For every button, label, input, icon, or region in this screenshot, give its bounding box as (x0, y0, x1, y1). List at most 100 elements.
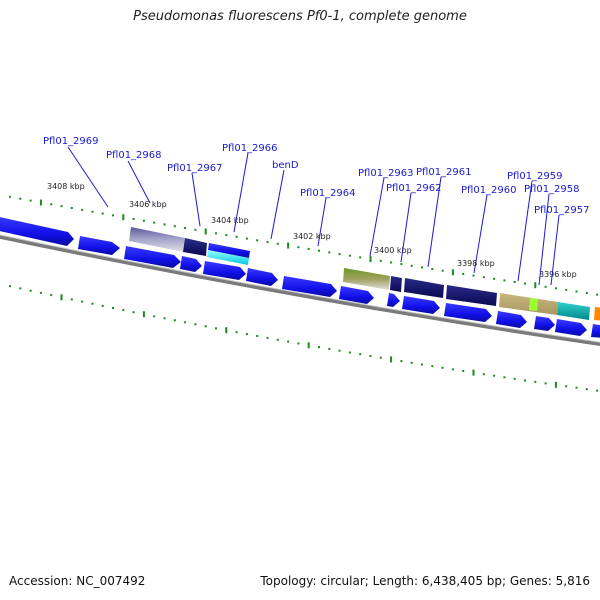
gene-block-lime (529, 298, 538, 311)
minor-tick (184, 321, 187, 324)
minor-tick (534, 380, 537, 383)
gene-arrow (246, 268, 278, 286)
minor-tick (379, 259, 382, 262)
minor-tick (215, 327, 217, 330)
gene-label-leaders (67, 146, 560, 286)
minor-tick (29, 289, 32, 292)
minor-tick (318, 346, 320, 349)
minor-tick (524, 282, 526, 285)
leader-line (400, 192, 412, 263)
leader-line (127, 160, 151, 204)
minor-tick (328, 347, 331, 350)
minor-tick (585, 292, 588, 294)
minor-tick (307, 247, 310, 250)
gene-block-cyan (207, 250, 249, 265)
gene-label: Pfl01_2963 (358, 168, 414, 179)
minor-tick (328, 251, 331, 254)
gene-block-tan (499, 293, 558, 315)
minor-tick (276, 338, 279, 341)
minor-tick (390, 261, 393, 264)
gene-block-blue-cyan (208, 243, 250, 258)
gene-label: Pfl01_2969 (43, 136, 99, 147)
minor-tick (163, 223, 166, 226)
major-tick (225, 327, 228, 334)
leader-line (67, 146, 109, 208)
gene-arrow (496, 311, 527, 328)
minor-tick (348, 254, 351, 257)
gene-label: benD (272, 160, 299, 171)
minor-tick (565, 288, 568, 291)
kbp-label: 3402 kbp (293, 232, 331, 241)
minor-tick (132, 311, 135, 314)
minor-tick (318, 249, 320, 252)
minor-tick (513, 281, 516, 283)
map-title: Pseudomonas fluorescens Pf0-1, complete … (133, 9, 467, 24)
minor-tick (70, 298, 73, 301)
minor-tick (153, 221, 156, 224)
gene-arrow (180, 256, 202, 272)
leader-line (550, 214, 560, 286)
leader-line (473, 194, 488, 274)
leader-line (369, 177, 385, 257)
kbp-label: 3408 kbp (47, 182, 85, 191)
minor-tick (122, 309, 125, 312)
lower-gene-track (124, 246, 600, 338)
minor-tick (112, 307, 114, 309)
minor-tick (493, 374, 496, 377)
accession-label: Accession: NC_007492 (9, 574, 146, 588)
minor-tick (19, 197, 22, 200)
minor-tick (50, 294, 53, 297)
gene-labels: Pfl01_2969 Pfl01_2968 Pfl01_2967 Pfl01_2… (43, 136, 590, 216)
genome-summary: Topology: circular; Length: 6,438,405 bp… (260, 574, 590, 588)
minor-tick (400, 263, 403, 266)
minor-tick (441, 269, 444, 272)
minor-tick (287, 340, 290, 343)
minor-tick (194, 323, 197, 326)
minor-tick (431, 365, 434, 368)
minor-tick (81, 208, 84, 211)
minor-tick (256, 239, 259, 242)
minor-tick (173, 225, 176, 228)
minor-tick (9, 195, 11, 198)
minor-tick (204, 325, 207, 328)
minor-tick (503, 376, 506, 379)
major-tick (534, 282, 537, 289)
minor-tick (338, 253, 341, 256)
minor-tick (91, 302, 94, 305)
minor-tick (70, 207, 73, 209)
gene-block-orange (594, 307, 600, 321)
major-tick (60, 294, 63, 301)
minor-tick (225, 234, 228, 237)
gene-arrow (0, 217, 74, 246)
gene-arrow (203, 261, 246, 280)
gene-label: Pfl01_2960 (461, 185, 517, 196)
gene-arrow (282, 276, 337, 297)
leader-line (191, 172, 201, 227)
minor-tick (266, 241, 269, 244)
minor-tick (338, 349, 341, 352)
minor-tick (482, 276, 485, 279)
upper-gene-track (0, 217, 600, 321)
minor-tick (482, 373, 485, 376)
kbp-label: 3396 kbp (539, 270, 577, 279)
minor-tick (503, 279, 506, 282)
major-tick (451, 269, 454, 276)
minor-tick (153, 315, 156, 318)
gene-label: Pfl01_2964 (300, 188, 356, 199)
leader-line (427, 176, 442, 268)
upper-tick-row (9, 195, 599, 296)
gene-label: Pfl01_2962 (386, 183, 442, 194)
minor-tick (112, 214, 114, 217)
minor-tick (91, 210, 94, 213)
major-tick (472, 369, 475, 376)
minor-tick (524, 379, 526, 382)
gene-block-silver (129, 227, 185, 252)
minor-tick (184, 227, 187, 229)
minor-tick (431, 268, 434, 271)
minor-tick (554, 287, 557, 290)
gene-arrow (387, 293, 400, 307)
major-tick (204, 228, 207, 235)
gene-label: Pfl01_2959 (507, 171, 563, 182)
minor-tick (235, 235, 238, 238)
minor-tick (359, 256, 362, 259)
